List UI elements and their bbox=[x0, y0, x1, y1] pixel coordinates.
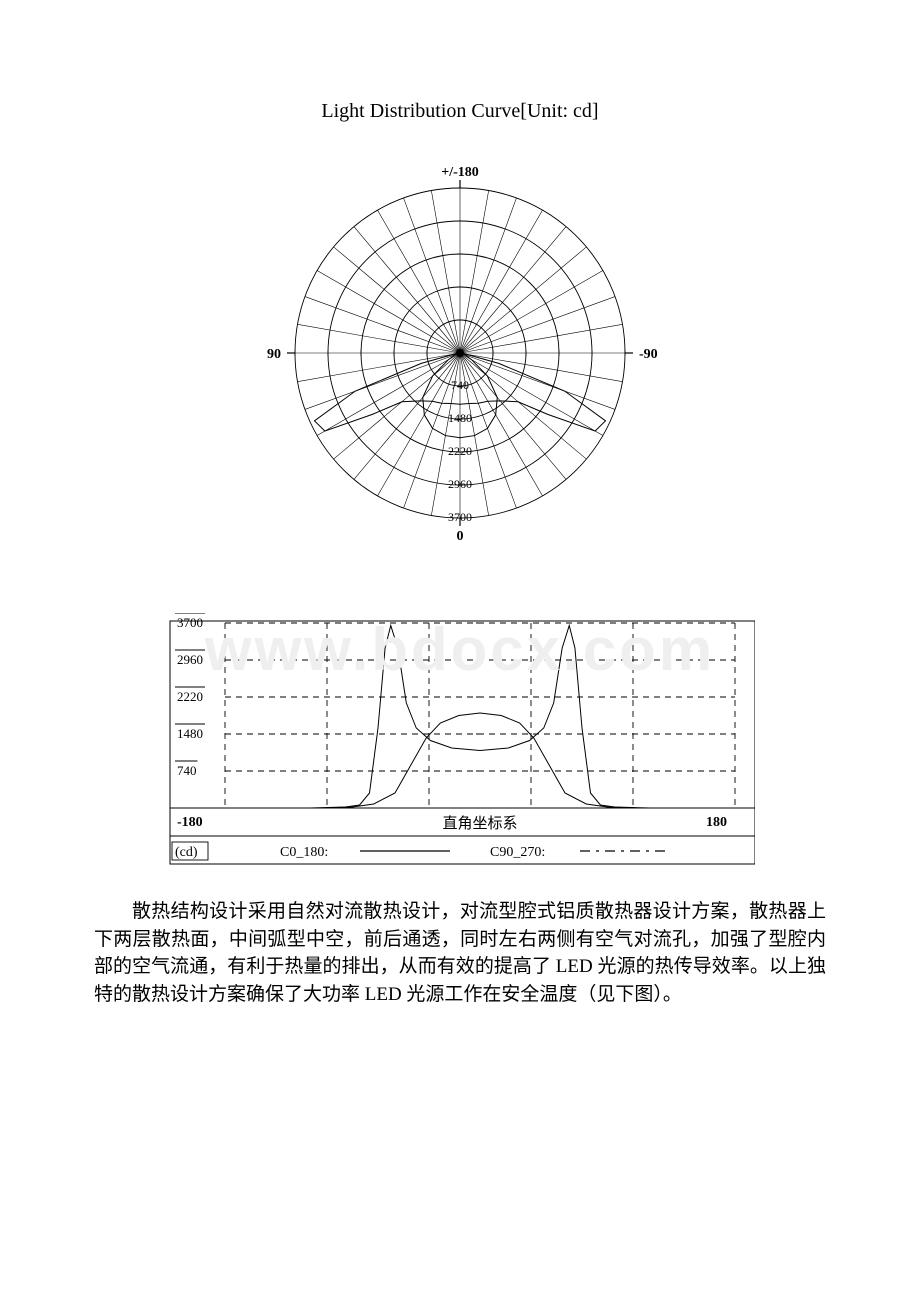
polar-svg: +/-180 -90 90 0 740 1480 2220 2960 3700 bbox=[250, 163, 670, 583]
cartesian-svg: 740 1480 2220 2960 3700 -180 180 直角坐标系 (cd) C0_18… bbox=[165, 613, 755, 873]
svg-text:直角坐标系: 直角坐标系 bbox=[442, 815, 517, 832]
svg-text:1480: 1480 bbox=[177, 726, 203, 741]
svg-text:2220: 2220 bbox=[448, 444, 472, 458]
svg-text:0: 0 bbox=[457, 529, 464, 544]
svg-text:C90_270:: C90_270: bbox=[490, 845, 545, 860]
svg-text:740: 740 bbox=[177, 763, 197, 778]
svg-text:-90: -90 bbox=[639, 347, 658, 362]
svg-text:740: 740 bbox=[451, 378, 469, 392]
svg-text:2960: 2960 bbox=[177, 652, 203, 667]
svg-text:1480: 1480 bbox=[448, 411, 472, 425]
svg-text:2960: 2960 bbox=[448, 477, 472, 491]
document-page: www.bdocx.com Light Distribution Curve[U… bbox=[0, 0, 920, 1302]
svg-text:3700: 3700 bbox=[177, 615, 203, 630]
polar-chart: +/-180 -90 90 0 740 1480 2220 2960 3700 bbox=[250, 163, 670, 583]
cartesian-chart: 740 1480 2220 2960 3700 -180 180 直角坐标系 (cd) C0_18… bbox=[165, 613, 755, 873]
svg-text:90: 90 bbox=[267, 347, 281, 362]
svg-text:3700: 3700 bbox=[448, 510, 472, 524]
svg-text:C0_180:: C0_180: bbox=[280, 845, 328, 860]
body-paragraph: 散热结构设计采用自然对流散热设计，对流型腔式铝质散热器设计方案，散热器上下两层散… bbox=[90, 898, 830, 1008]
svg-text:(cd): (cd) bbox=[175, 845, 198, 860]
svg-text:-180: -180 bbox=[177, 815, 203, 830]
svg-text:+/-180: +/-180 bbox=[441, 165, 479, 180]
svg-text:2220: 2220 bbox=[177, 689, 203, 704]
page-title: Light Distribution Curve[Unit: cd] bbox=[90, 100, 830, 123]
svg-text:180: 180 bbox=[706, 815, 727, 830]
